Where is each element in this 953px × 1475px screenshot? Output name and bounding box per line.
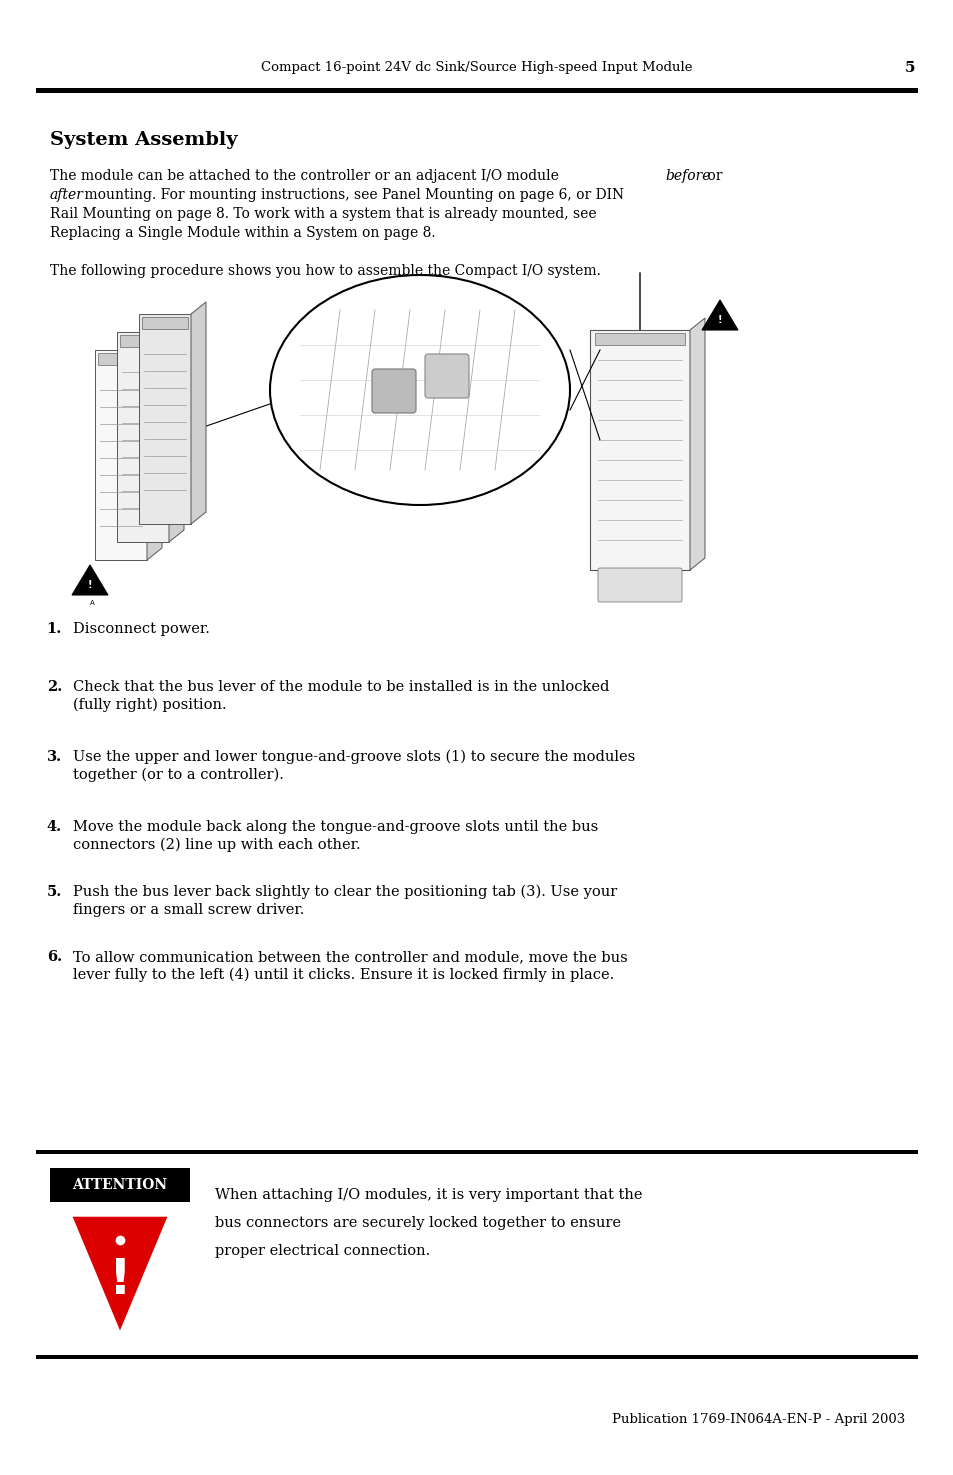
- Ellipse shape: [270, 274, 569, 504]
- Text: connectors (2) line up with each other.: connectors (2) line up with each other.: [73, 838, 360, 853]
- Text: Disconnect power.: Disconnect power.: [73, 622, 210, 636]
- Bar: [120, 335, 166, 347]
- Text: Publication 1769-IN064A-EN-P - April 2003: Publication 1769-IN064A-EN-P - April 200…: [611, 1413, 904, 1426]
- FancyBboxPatch shape: [372, 369, 416, 413]
- Text: Use the upper and lower tongue-and-groove slots (1) to secure the modules: Use the upper and lower tongue-and-groov…: [73, 749, 635, 764]
- Text: 5: 5: [903, 60, 914, 75]
- Text: 4.: 4.: [47, 820, 62, 833]
- Text: To allow communication between the controller and module, move the bus: To allow communication between the contr…: [73, 950, 627, 965]
- Text: When attaching I/O modules, it is very important that the: When attaching I/O modules, it is very i…: [214, 1187, 641, 1202]
- Bar: [36, 88, 917, 93]
- Bar: [595, 333, 684, 345]
- Polygon shape: [71, 565, 108, 594]
- Text: ATTENTION: ATTENTION: [72, 1179, 168, 1192]
- FancyBboxPatch shape: [117, 332, 169, 541]
- Text: Replacing a Single Module within a System on page 8.: Replacing a Single Module within a Syste…: [50, 226, 436, 240]
- Text: 1.: 1.: [47, 622, 62, 636]
- FancyBboxPatch shape: [50, 1168, 190, 1202]
- FancyBboxPatch shape: [598, 568, 681, 602]
- Bar: [36, 1356, 917, 1358]
- Text: Move the module back along the tongue-and-groove slots until the bus: Move the module back along the tongue-an…: [73, 820, 598, 833]
- Text: Rail Mounting on page 8. To work with a system that is already mounted, see: Rail Mounting on page 8. To work with a …: [50, 207, 596, 221]
- Text: fingers or a small screw driver.: fingers or a small screw driver.: [73, 903, 304, 917]
- Polygon shape: [70, 1215, 170, 1335]
- Text: 3.: 3.: [47, 749, 62, 764]
- Text: or: or: [702, 170, 721, 183]
- FancyBboxPatch shape: [139, 314, 191, 524]
- Text: System Assembly: System Assembly: [50, 131, 237, 149]
- Text: bus connectors are securely locked together to ensure: bus connectors are securely locked toget…: [214, 1215, 620, 1230]
- Polygon shape: [191, 302, 206, 524]
- FancyBboxPatch shape: [589, 330, 689, 569]
- Text: before: before: [664, 170, 710, 183]
- Text: !: !: [88, 580, 92, 590]
- Bar: [98, 353, 144, 364]
- Text: 6.: 6.: [47, 950, 62, 965]
- Polygon shape: [701, 299, 738, 330]
- Text: A: A: [90, 600, 94, 606]
- Polygon shape: [689, 319, 704, 569]
- Text: !: !: [717, 316, 721, 324]
- Text: Compact 16-point 24V dc Sink/Source High-speed Input Module: Compact 16-point 24V dc Sink/Source High…: [261, 62, 692, 75]
- Text: together (or to a controller).: together (or to a controller).: [73, 768, 284, 782]
- Bar: [142, 317, 188, 329]
- Polygon shape: [169, 320, 184, 541]
- Text: The module can be attached to the controller or an adjacent I/O module: The module can be attached to the contro…: [50, 170, 562, 183]
- Text: 5.: 5.: [47, 885, 62, 898]
- Text: Push the bus lever back slightly to clear the positioning tab (3). Use your: Push the bus lever back slightly to clea…: [73, 885, 617, 900]
- Text: Check that the bus lever of the module to be installed is in the unlocked: Check that the bus lever of the module t…: [73, 680, 609, 695]
- Text: after: after: [50, 187, 84, 202]
- Text: proper electrical connection.: proper electrical connection.: [214, 1243, 430, 1258]
- Polygon shape: [147, 338, 162, 560]
- FancyBboxPatch shape: [424, 354, 469, 398]
- FancyBboxPatch shape: [95, 350, 147, 560]
- Text: (fully right) position.: (fully right) position.: [73, 698, 227, 712]
- Text: !: !: [109, 1257, 132, 1304]
- Text: lever fully to the left (4) until it clicks. Ensure it is locked firmly in place: lever fully to the left (4) until it cli…: [73, 968, 614, 982]
- Text: mounting. For mounting instructions, see Panel Mounting on page 6, or DIN: mounting. For mounting instructions, see…: [80, 187, 623, 202]
- Text: The following procedure shows you how to assemble the Compact I/O system.: The following procedure shows you how to…: [50, 264, 600, 277]
- Text: 2.: 2.: [47, 680, 62, 695]
- Bar: [36, 1150, 917, 1153]
